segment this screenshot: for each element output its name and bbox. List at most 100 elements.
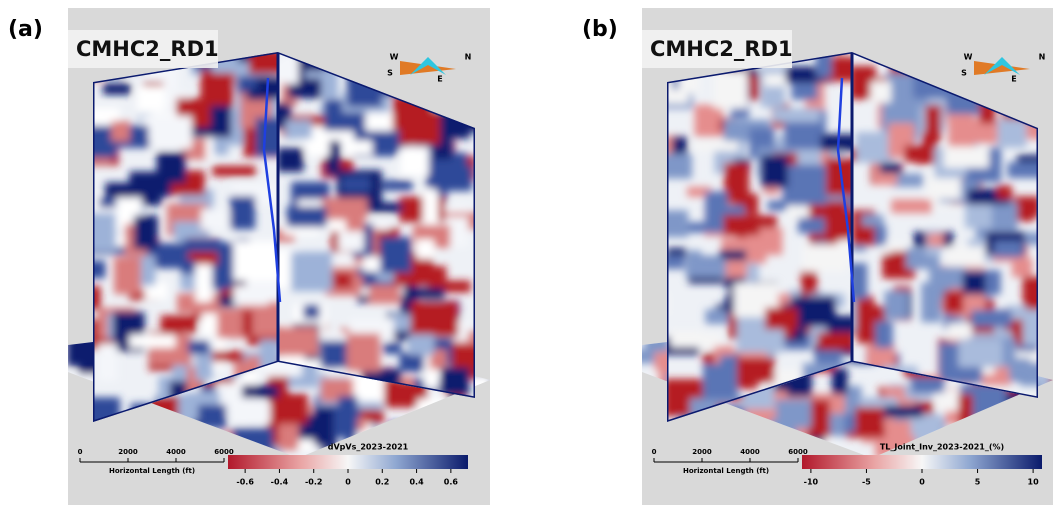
compass: W N S E: [961, 53, 1045, 84]
scale-tick-label: 2000: [692, 448, 712, 456]
texture-patch: [181, 259, 196, 274]
scale-label: Horizontal Length (ft): [109, 467, 195, 475]
texture-patch: [996, 185, 1012, 200]
texture-patch: [93, 125, 117, 158]
texture-patch: [723, 214, 760, 236]
texture-patch: [958, 339, 1003, 368]
texture-patch: [233, 285, 269, 306]
texture-patch: [321, 70, 338, 100]
texture-patch: [760, 86, 785, 108]
texture-patch: [1022, 276, 1038, 314]
texture-patch: [852, 295, 874, 336]
texture-patch: [111, 120, 130, 142]
texture-patch: [346, 333, 381, 372]
texture-patch: [141, 189, 162, 206]
texture-patch: [278, 327, 319, 356]
texture-patch: [855, 132, 894, 163]
texture-patch: [103, 83, 131, 95]
texture-patch: [233, 241, 278, 281]
texture-patch: [128, 290, 159, 301]
texture-patch: [379, 236, 412, 273]
texture-patch: [861, 215, 884, 227]
texture-patch: [925, 105, 942, 141]
label-box: [642, 30, 792, 68]
texture-patch: [366, 218, 390, 230]
texture-patch: [362, 202, 403, 213]
texture-patch: [400, 147, 429, 176]
texture-patch: [313, 408, 334, 445]
face-texture: [667, 52, 852, 422]
scale-tick-label: 2000: [118, 448, 138, 456]
volume-face: [667, 52, 852, 422]
texture-patch: [852, 294, 857, 332]
texture-patch: [382, 180, 413, 191]
texture-patch: [440, 367, 470, 396]
texture-patch: [187, 340, 209, 355]
texture-patch: [884, 405, 923, 418]
compass-letter: E: [1011, 75, 1016, 84]
texture-patch: [772, 108, 821, 123]
texture-patch: [341, 176, 371, 192]
texture-patch: [831, 368, 848, 395]
texture-patch: [719, 250, 755, 261]
texture-patch: [884, 290, 908, 320]
texture-patch: [670, 330, 702, 348]
texture-patch: [410, 301, 459, 337]
texture-patch: [892, 173, 924, 187]
texture-patch: [852, 241, 867, 252]
texture-patch: [207, 351, 244, 362]
scale-tick-label: 6000: [788, 448, 808, 456]
texture-patch: [946, 246, 985, 267]
texture-patch: [776, 399, 812, 428]
texture-patch: [285, 119, 312, 139]
texture-patch: [195, 264, 213, 303]
texture-patch: [874, 321, 893, 349]
panel: CMHC2_RD1 W N S E 0 2000 4000 6000 Horizontal Len…: [642, 8, 1053, 505]
texture-patch: [962, 272, 986, 295]
texture-patch: [321, 378, 354, 402]
colorbar-tick-label: 10: [1028, 478, 1040, 487]
texture-patch: [98, 343, 118, 381]
colorbar-tick-label: 0.2: [375, 478, 389, 487]
texture-patch: [93, 285, 101, 310]
texture-patch: [820, 134, 852, 152]
scale-label: Horizontal Length (ft): [683, 467, 769, 475]
texture-patch: [112, 236, 130, 247]
texture-patch: [198, 404, 227, 429]
colorbar-tick-label: -10: [804, 478, 819, 487]
texture-patch: [305, 133, 330, 157]
compass-arrow: [410, 57, 446, 75]
colorbar-title: TL_Joint_Inv_2023-2021_(%): [880, 443, 1004, 452]
texture-patch: [422, 188, 439, 224]
compass-letter: N: [1039, 53, 1046, 62]
texture-patch: [99, 197, 117, 208]
texture-patch: [212, 165, 256, 177]
compass: W N S E: [387, 53, 471, 84]
texture-patch: [702, 363, 738, 399]
texture-patch: [891, 199, 932, 214]
texture-patch: [427, 280, 471, 293]
panel-label: (a): [8, 17, 43, 42]
colorbar-tick-label: -0.2: [305, 478, 323, 487]
well-name: CMHC2_RD1: [650, 37, 793, 61]
colorbar: [802, 455, 1042, 469]
texture-patch: [326, 140, 341, 176]
texture-patch: [667, 153, 692, 179]
texture-patch: [298, 439, 323, 451]
texture-patch: [286, 206, 327, 228]
texture-patch: [129, 334, 176, 348]
texture-patch: [180, 269, 197, 291]
texture-patch: [338, 395, 358, 434]
texture-patch: [160, 315, 197, 334]
texture-patch: [855, 407, 884, 437]
texture-patch: [270, 393, 308, 424]
texture-patch: [817, 332, 852, 350]
texture-patch: [852, 263, 868, 300]
texture-patch: [724, 162, 750, 203]
colorbar-tick-label: 0: [919, 478, 925, 487]
texture-patch: [368, 284, 401, 304]
colorbar-tick-label: -5: [862, 478, 871, 487]
texture-patch: [994, 240, 1023, 258]
texture-patch: [694, 141, 739, 152]
